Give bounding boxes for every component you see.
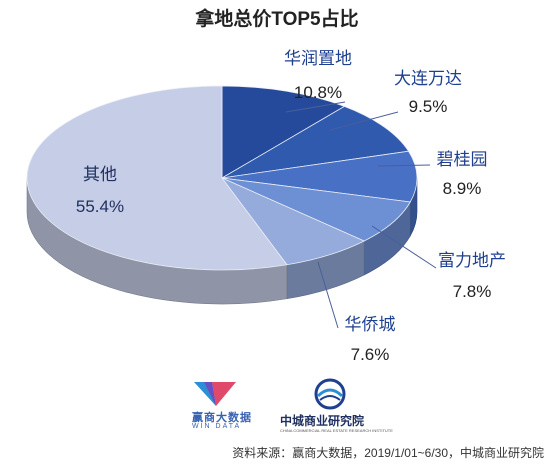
windata-sub: WIN DATA [192,423,242,430]
leader-lines [285,101,437,329]
slice-name-2: 碧桂园 [437,150,488,169]
windata-logo: 赢商大数据 WIN DATA [190,378,260,438]
pie-slice-5 [26,85,288,271]
slice-value-0: 10.8% [294,83,342,102]
slice-labels: 华润置地 10.8% 大连万达 9.5% 碧桂园 8.9% 富力地产 7.8% 华侨城 7.6% 其… [76,49,506,364]
leader-line-1 [329,111,399,131]
pie-slice-1 [221,105,410,179]
zhongcheng-sub: CHINA COMMERCIAL REAL ESTATE RESEARCH IN… [280,428,393,433]
slice-name-3: 富力地产 [438,251,506,270]
slice-name-4: 华侨城 [345,315,396,334]
data-source: 资料来源：赢商大数据，2019/1/01~6/30，中城商业研究院 [232,446,544,460]
logos: 赢商大数据 WIN DATA 中城商业研究院 CHINA COMMERCIAL … [190,378,393,438]
pie-chart: 华润置地 10.8% 大连万达 9.5% 碧桂园 8.9% 富力地产 7.8% 华侨城 7.6% 其… [26,49,506,364]
pie-slices [26,85,418,271]
leader-line-4 [317,261,339,329]
chart-title: 拿地总价TOP5占比 [195,9,359,30]
slice-value-3: 7.8% [453,282,492,301]
slice-name-5: 其他 [83,165,117,184]
windata-name: 赢商大数据 [192,412,252,424]
windata-icon [194,382,236,406]
slice-value-4: 7.6% [351,345,390,364]
pie-slice-4 [220,177,366,266]
leader-line-2 [377,164,431,167]
slice-value-1: 9.5% [409,97,448,116]
leader-line-3 [371,225,437,269]
pie-slice-0 [221,85,346,179]
slice-value-5: 55.4% [76,197,124,216]
pie-slice-3 [221,177,411,242]
slice-name-0: 华润置地 [284,49,352,68]
zhongcheng-logo: 中城商业研究院 CHINA COMMERCIAL REAL ESTATE RES… [280,378,410,438]
slice-value-2: 8.9% [443,179,482,198]
zhongcheng-icon [314,378,346,410]
zhongcheng-name: 中城商业研究院 [280,414,365,428]
pie-slice-2 [221,150,418,203]
slice-name-1: 大连万达 [394,69,462,88]
leader-line-0 [285,101,346,113]
